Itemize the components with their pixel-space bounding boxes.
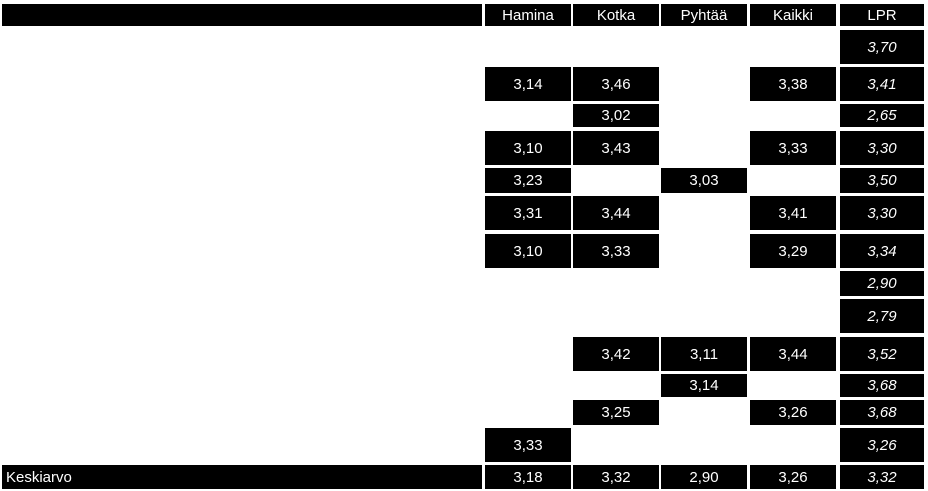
value-cell: 3,46 [573, 67, 659, 101]
footer-value: 3,26 [750, 465, 836, 489]
value-cell: 3,14 [661, 374, 747, 397]
value-cell: 3,11 [661, 337, 747, 371]
value-cell: 3,44 [573, 196, 659, 230]
value-cell: 3,44 [750, 337, 836, 371]
column-header: LPR [840, 4, 924, 26]
value-cell: 3,29 [750, 234, 836, 268]
value-cell: 3,25 [573, 400, 659, 425]
value-cell: 3,42 [573, 337, 659, 371]
value-cell: 3,34 [840, 234, 924, 268]
value-cell: 3,02 [573, 104, 659, 127]
value-cell: 3,68 [840, 400, 924, 425]
value-cell: 3,38 [750, 67, 836, 101]
value-cell: 3,31 [485, 196, 571, 230]
value-cell: 3,52 [840, 337, 924, 371]
value-cell: 3,41 [840, 67, 924, 101]
value-cell: 3,14 [485, 67, 571, 101]
value-cell: 2,65 [840, 104, 924, 127]
value-cell: 3,03 [661, 168, 747, 193]
value-cell: 3,50 [840, 168, 924, 193]
value-cell: 2,90 [840, 271, 924, 296]
value-cell: 3,30 [840, 196, 924, 230]
value-cell: 3,10 [485, 234, 571, 268]
value-cell: 3,30 [840, 131, 924, 165]
value-cell: 3,70 [840, 30, 924, 64]
value-cell: 3,33 [573, 234, 659, 268]
value-cell: 3,26 [750, 400, 836, 425]
value-cell: 3,33 [485, 428, 571, 462]
header-blank [2, 4, 482, 26]
column-header: Kotka [573, 4, 659, 26]
value-cell: 3,23 [485, 168, 571, 193]
value-cell: 3,43 [573, 131, 659, 165]
footer-label: Keskiarvo [2, 465, 482, 489]
footer-value: 3,32 [840, 465, 924, 489]
footer-value: 2,90 [661, 465, 747, 489]
value-cell: 3,26 [840, 428, 924, 462]
footer-value: 3,32 [573, 465, 659, 489]
column-header: Pyhtää [661, 4, 747, 26]
value-cell: 3,33 [750, 131, 836, 165]
footer-value: 3,18 [485, 465, 571, 489]
column-header: Kaikki [750, 4, 836, 26]
value-cell: 2,79 [840, 299, 924, 333]
value-cell: 3,10 [485, 131, 571, 165]
column-header: Hamina [485, 4, 571, 26]
value-cell: 3,41 [750, 196, 836, 230]
value-cell: 3,68 [840, 374, 924, 397]
